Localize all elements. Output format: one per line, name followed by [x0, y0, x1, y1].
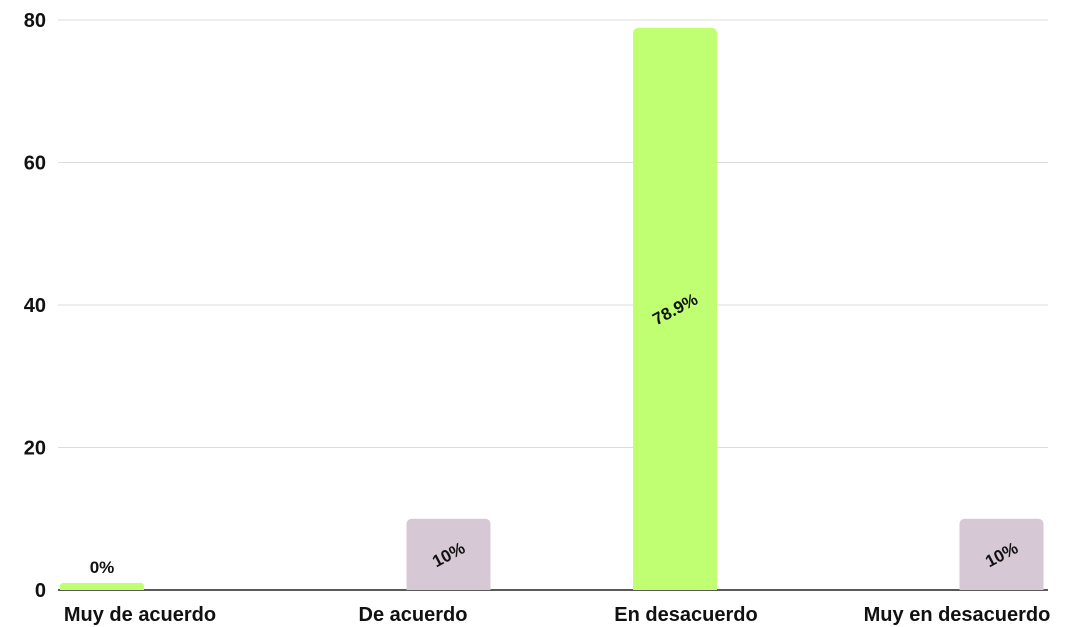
- bar: [633, 27, 717, 590]
- x-category-label: De acuerdo: [359, 604, 468, 626]
- x-category-label: En desacuerdo: [614, 604, 757, 626]
- y-tick-label: 40: [24, 295, 46, 317]
- x-axis-categories: Muy de acuerdo De acuerdo En desacuerdo Muy…: [64, 604, 1050, 626]
- y-tick-label: 0: [35, 580, 46, 602]
- y-tick-label: 80: [24, 10, 46, 32]
- bars: [60, 27, 1044, 590]
- data-labels: 0% 10%78.9%10%: [90, 290, 1022, 577]
- y-axis-ticks: 0 20 40 60 80: [24, 10, 46, 602]
- y-tick-label: 20: [24, 438, 46, 460]
- gridlines: [58, 19, 1048, 591]
- data-label: 0%: [90, 558, 115, 577]
- bar: [60, 582, 144, 590]
- x-category-label: Muy de acuerdo: [64, 604, 216, 626]
- bar: [406, 518, 491, 590]
- x-category-label: Muy en desacuerdo: [864, 604, 1051, 626]
- bar: [959, 518, 1044, 590]
- y-tick-label: 60: [24, 153, 46, 175]
